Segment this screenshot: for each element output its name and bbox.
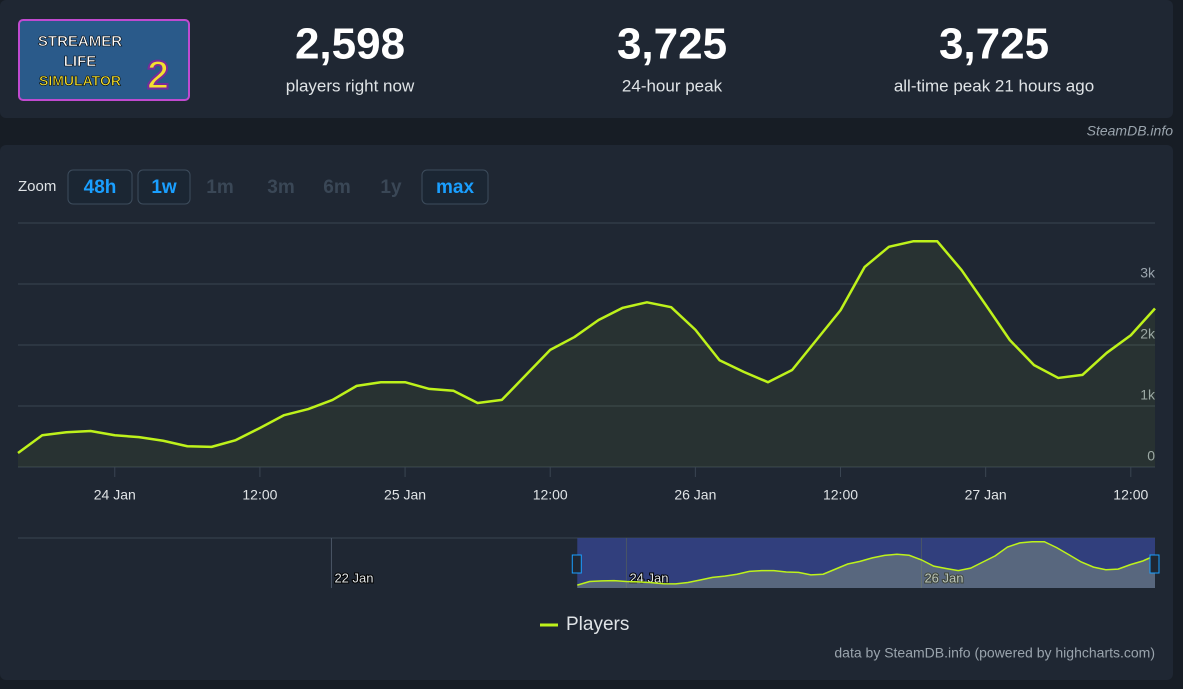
logo-text: LIFE	[64, 53, 97, 70]
navigator-selection	[577, 538, 1155, 588]
y-tick-label: 2k	[1140, 326, 1156, 342]
navigator-tick-label: 26 Jan	[924, 570, 963, 585]
line	[17, 240, 1156, 454]
x-tick-label: 12:00	[823, 487, 858, 503]
navigator-handle[interactable]	[571, 554, 582, 574]
zoom-button-label[interactable]: max	[436, 177, 474, 198]
y-tick-label: 1k	[1140, 387, 1156, 403]
zoom-button-label[interactable]: 6m	[323, 177, 350, 198]
x-tick-label: 25 Jan	[384, 487, 426, 503]
navigator-handle[interactable]	[1149, 554, 1160, 574]
credits: data by SteamDB.info (powered by highcha…	[834, 645, 1155, 661]
stat-label: players right now	[286, 76, 415, 95]
zoom-button-label[interactable]: 1w	[151, 177, 177, 198]
logo-text: 2	[147, 54, 169, 98]
zoom-buttons: 48h 1w 1m 3m 6m 1y max	[67, 169, 489, 205]
zoom-button[interactable]	[421, 169, 489, 205]
x-tick-label: 12:00	[242, 487, 277, 503]
legend-label[interactable]: Players	[566, 614, 629, 635]
x-tick-label: 26 Jan	[674, 487, 716, 503]
zoom-button-label[interactable]: 3m	[267, 177, 294, 198]
y-tick-label: 0	[1147, 448, 1155, 464]
stat-label: 24-hour peak	[622, 76, 723, 95]
zoom-label: Zoom	[18, 178, 56, 195]
zoom-button-label[interactable]: 1m	[206, 177, 233, 198]
x-tick-label: 27 Jan	[965, 487, 1007, 503]
y-tick-label: 3k	[1140, 265, 1156, 281]
plot: 0 1k 2k 3k 24 Jan 12:00 25 Jan 12:00 26 Jan 12:00…	[17, 222, 1160, 661]
x-tick-label: 24 Jan	[94, 487, 136, 503]
source: SteamDB.info	[1087, 123, 1174, 139]
zoom-button[interactable]	[137, 169, 191, 205]
stat-value: 2,598	[295, 20, 405, 69]
x-tick-label: 12:00	[533, 487, 568, 503]
zoom-button[interactable]	[67, 169, 133, 205]
zoom-button-label[interactable]: 1y	[380, 177, 402, 198]
navigator-line	[577, 541, 1156, 586]
navigator-tick-label: 22 Jan	[334, 570, 373, 585]
stat-value: 3,725	[939, 20, 1049, 69]
logo	[18, 19, 190, 101]
stat-value: 3,725	[617, 20, 727, 69]
x-tick-label: 12:00	[1113, 487, 1148, 503]
stat-label: all-time peak 21 hours ago	[894, 76, 1094, 95]
navigator-area	[577, 541, 1155, 588]
logo-text: STREAMER	[38, 33, 122, 50]
header-panel	[0, 0, 1173, 118]
logo-text: SIMULATOR	[39, 73, 121, 89]
zoom-button-label[interactable]: 48h	[84, 177, 117, 198]
